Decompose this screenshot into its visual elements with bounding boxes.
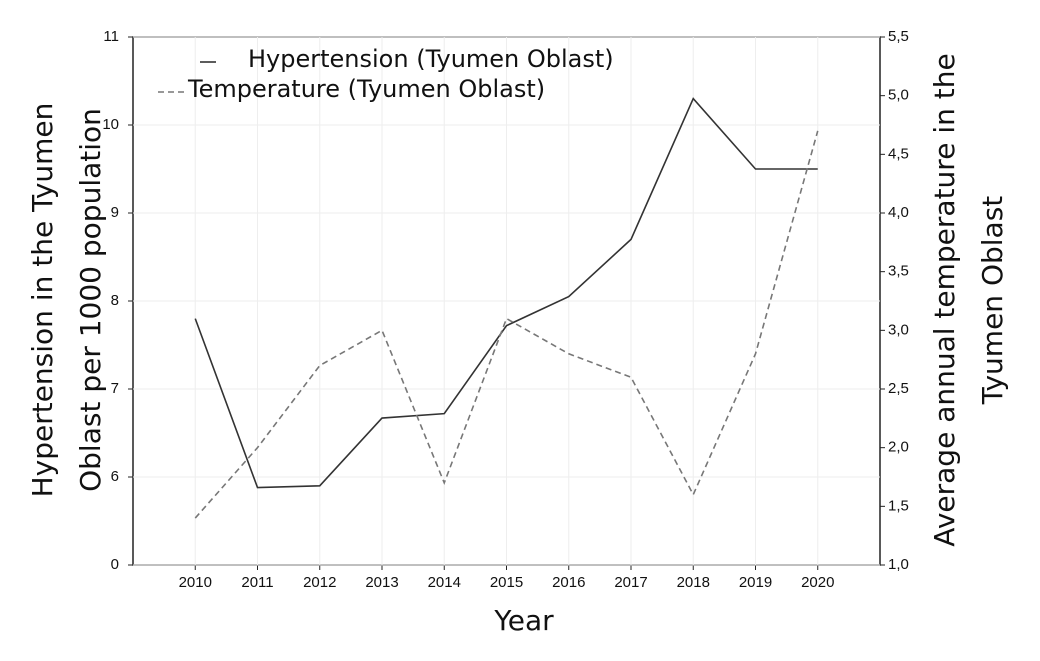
y-tick-label: 7: [111, 380, 119, 397]
y2-tick-label: 2,0: [888, 439, 909, 456]
y2-tick-label: 4,0: [888, 204, 909, 221]
y-tick-label: 0: [111, 556, 119, 573]
x-tick-label: 2013: [365, 574, 398, 591]
y-tick-label: 9: [111, 204, 119, 221]
legend-label: Hypertension (Tyumen Oblast): [248, 45, 614, 73]
y2-tick-label: 5,5: [888, 28, 909, 45]
x-tick-label: 2017: [614, 574, 647, 591]
x-tick-label: 2019: [739, 574, 772, 591]
x-tick-label: 2011: [241, 574, 273, 591]
x-tick-label: 2016: [552, 574, 585, 591]
y2-axis-title: Average annual temperature in the: [928, 53, 961, 546]
y2-tick-label: 3,0: [888, 321, 909, 338]
y2-tick-label: 3,5: [888, 263, 909, 280]
y2-tick-label: 2,5: [888, 380, 909, 397]
x-tick-label: 2014: [428, 574, 461, 591]
y-tick-label: 6: [111, 468, 119, 485]
x-tick-label: 2015: [490, 574, 523, 591]
x-axis-title: Year: [493, 604, 554, 637]
y-axis-title: Hypertension in the Tyumen: [26, 103, 59, 498]
y2-tick-label: 1,0: [888, 556, 909, 573]
y-axis-title: Oblast per 1000 population: [74, 108, 107, 492]
x-tick-label: 2012: [303, 574, 336, 591]
y-tick-label: 11: [103, 28, 119, 45]
y-tick-label: 10: [102, 116, 119, 133]
y2-tick-label: 1,5: [888, 497, 909, 514]
y2-axis-title: Tyumen Oblast: [976, 196, 1009, 406]
y-tick-label: 8: [111, 292, 119, 309]
x-tick-label: 2020: [801, 574, 834, 591]
legend-label: Temperature (Tyumen Oblast): [187, 75, 545, 103]
x-tick-label: 2010: [179, 574, 212, 591]
line-series: [194, 130, 819, 519]
x-tick-label: 2018: [677, 574, 710, 591]
y2-tick-label: 4,5: [888, 145, 909, 162]
y2-tick-label: 5,0: [888, 87, 909, 104]
line-series: [194, 97, 818, 489]
